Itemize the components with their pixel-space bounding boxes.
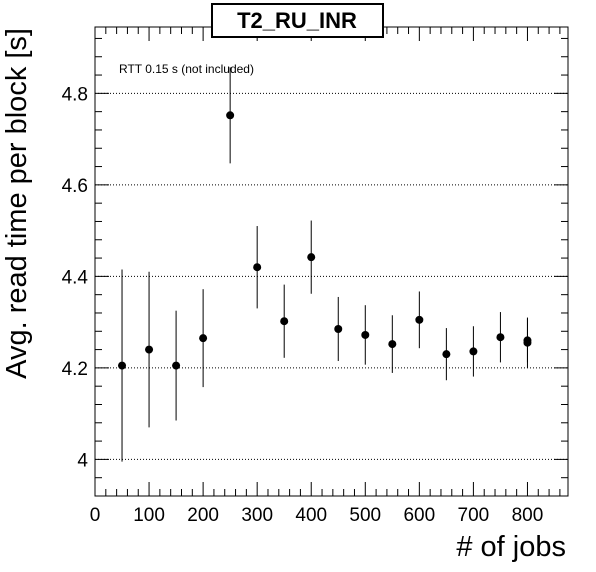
data-point — [118, 361, 127, 370]
y-tick-label: 4 — [77, 450, 88, 471]
x-tick-label: 0 — [90, 505, 101, 526]
data-points — [118, 67, 532, 462]
x-tick-label: 700 — [458, 505, 490, 526]
chart-title: T2_RU_INR — [237, 8, 357, 33]
y-tick-label: 4.4 — [62, 267, 89, 288]
data-point — [415, 315, 424, 324]
x-tick-label: 500 — [349, 505, 381, 526]
x-tick-label: 200 — [187, 505, 219, 526]
x-tick-label: 300 — [241, 505, 273, 526]
y-tick-labels: 4 4.2 4.4 4.6 4.8 — [62, 84, 89, 471]
data-point — [496, 333, 505, 342]
x-tick-label: 800 — [512, 505, 544, 526]
y-tick-label: 4.2 — [62, 359, 88, 380]
data-point — [226, 111, 235, 120]
title-box: T2_RU_INR — [211, 3, 384, 38]
x-tick-labels: 0 100 200 300 400 500 600 700 800 — [90, 505, 544, 526]
y-axis-title: Avg. read time per block [s] — [1, 28, 33, 379]
y-tick-label: 4.6 — [62, 176, 88, 197]
data-point — [469, 347, 478, 356]
data-point — [334, 324, 343, 333]
data-point — [172, 361, 181, 370]
y-tick-label: 4.8 — [62, 84, 88, 105]
x-tick-label: 100 — [133, 505, 165, 526]
data-point — [361, 330, 370, 339]
x-tick-label: 600 — [403, 505, 435, 526]
data-point — [388, 340, 397, 349]
data-point — [307, 253, 316, 262]
data-point — [253, 263, 262, 272]
data-point — [442, 350, 451, 359]
x-axis-title: # of jobs — [456, 531, 566, 563]
data-point — [145, 345, 154, 354]
chart-annotation: RTT 0.15 s (not included) — [119, 62, 254, 76]
data-point — [199, 334, 208, 343]
x-tick-label: 400 — [295, 505, 327, 526]
data-point — [280, 317, 289, 326]
data-point — [523, 336, 532, 345]
